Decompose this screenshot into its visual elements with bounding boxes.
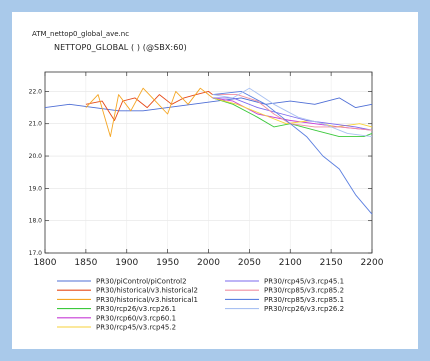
legend-label: PR30/historical/v3.historical2 (96, 287, 198, 295)
series-line (213, 91, 372, 214)
x-tick-label: 1800 (34, 258, 57, 268)
y-tick-label: 21.0 (29, 121, 43, 128)
x-tick-label: 2100 (279, 258, 302, 268)
series-line (86, 91, 213, 120)
x-tick-label: 2050 (238, 258, 261, 268)
x-tick-label: 2150 (320, 258, 343, 268)
legend-label: PR30/rcp60/v3.rcp60.1 (96, 314, 176, 322)
legend-label: PR30/rcp85/v3.rcp85.1 (264, 296, 344, 304)
x-tick-label: 1850 (74, 258, 97, 268)
y-tick-label: 17.0 (29, 250, 43, 257)
x-tick-label: 2000 (197, 258, 220, 268)
line-chart: 17.0 18.0 19.0 20.0 21.0 22.0 1800 1850 1900 1950… (12, 12, 418, 349)
legend-label: PR30/rcp45/v3.rcp45.2 (96, 324, 176, 332)
y-tick-label: 22.0 (29, 88, 43, 95)
legend-label: PR30/rcp45/v3.rcp45.1 (264, 278, 344, 286)
legend-label: PR30/piControl/piControl2 (96, 278, 187, 286)
x-tick-label: 1950 (156, 258, 179, 268)
x-tick-label: 1900 (115, 258, 138, 268)
legend-label: PR30/rcp26/v3.rcp26.1 (96, 305, 176, 313)
y-tick-label: 19.0 (29, 185, 43, 192)
x-tick-label: 2200 (361, 258, 384, 268)
figure-card: ATM_nettop0_global_ave.nc NETTOP0_GLOBAL… (12, 12, 418, 349)
series-line (213, 88, 372, 136)
legend-label: PR30/rcp26/v3.rcp26.2 (264, 305, 344, 313)
y-tick-label: 18.0 (29, 218, 43, 225)
y-tick-label: 20.0 (29, 153, 43, 160)
legend-label: PR30/rcp85/v3.rcp85.2 (264, 287, 344, 295)
legend-label: PR30/historical/v3.historical1 (96, 296, 198, 304)
series-line (213, 98, 372, 127)
